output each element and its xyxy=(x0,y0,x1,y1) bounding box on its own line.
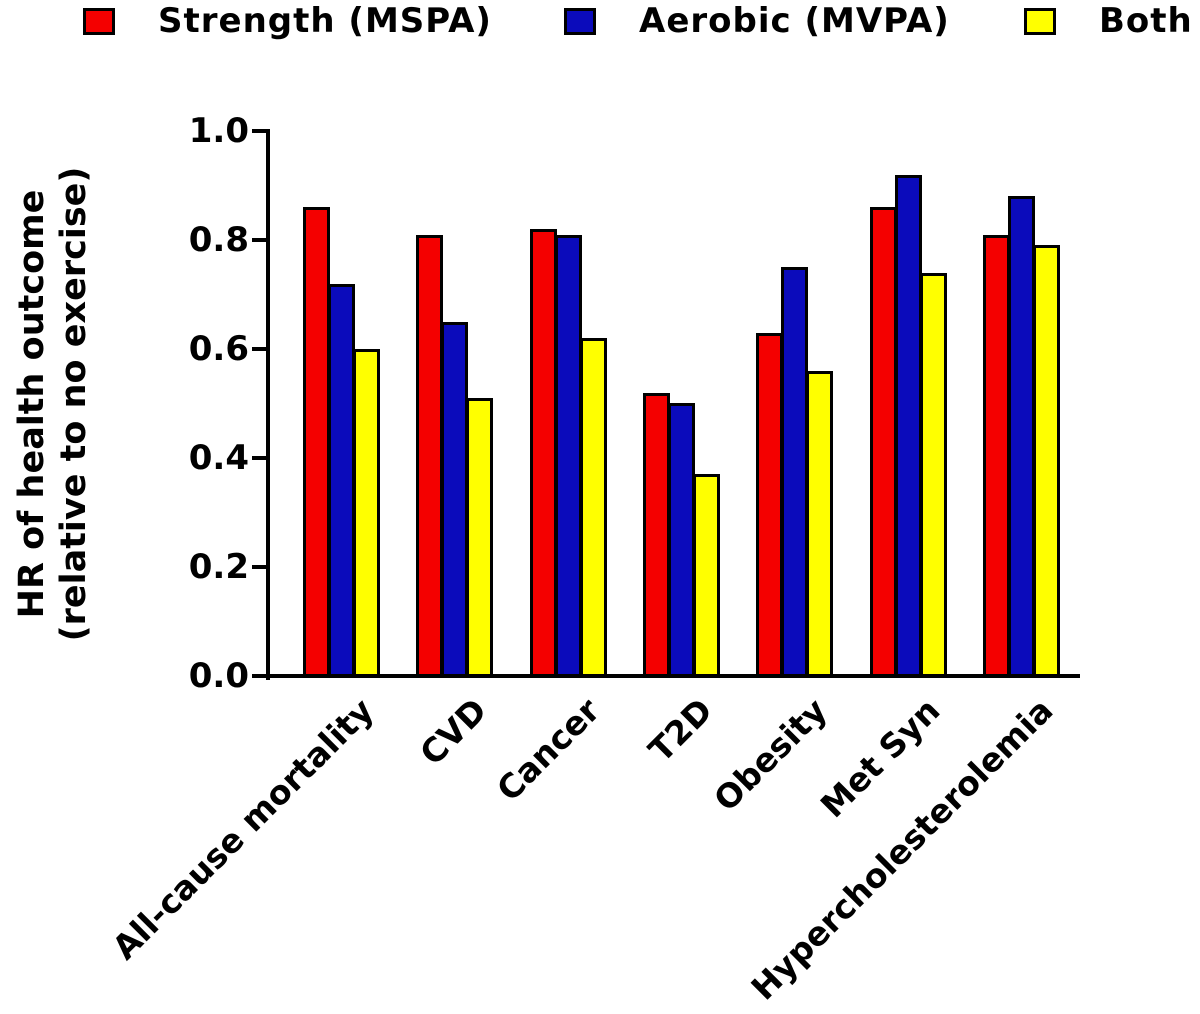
y-axis-line xyxy=(266,129,270,680)
y-tick xyxy=(252,456,266,460)
bar xyxy=(693,474,720,678)
x-category-label: CVD xyxy=(412,690,495,773)
bar xyxy=(303,207,330,678)
y-tick xyxy=(252,565,266,569)
bar xyxy=(806,371,833,678)
y-tick-label: 0.4 xyxy=(188,438,249,478)
bar xyxy=(643,393,670,678)
y-tick xyxy=(252,238,266,242)
y-tick-label: 0.0 xyxy=(188,656,249,696)
legend-swatch-strength xyxy=(83,7,115,35)
bar xyxy=(416,235,443,678)
legend-label-both: Both xyxy=(1099,1,1193,41)
legend-swatch-aerobic xyxy=(564,7,596,35)
y-axis-title-line2: (relative to no exercise) xyxy=(54,166,94,642)
bar xyxy=(353,349,380,678)
bar xyxy=(668,403,695,678)
bar xyxy=(1033,245,1060,678)
y-tick-label: 0.6 xyxy=(188,329,249,369)
x-axis-line xyxy=(266,674,1080,678)
legend-item-both: Both xyxy=(1024,2,1193,40)
legend-label-aerobic: Aerobic (MVPA) xyxy=(639,1,950,41)
y-tick xyxy=(252,129,266,133)
y-tick xyxy=(252,674,266,678)
bar xyxy=(555,235,582,678)
legend-label-strength: Strength (MSPA) xyxy=(158,1,492,41)
y-axis-title-line1: HR of health outcome xyxy=(12,189,52,619)
bar xyxy=(895,175,922,678)
y-tick-label: 1.0 xyxy=(188,111,249,151)
bar xyxy=(920,273,947,678)
x-category-label: All-cause mortality xyxy=(104,690,382,968)
bar xyxy=(870,207,897,678)
bar xyxy=(466,398,493,678)
legend-item-strength: Strength (MSPA) xyxy=(83,2,492,40)
bar xyxy=(983,235,1010,678)
bar xyxy=(756,333,783,678)
bar xyxy=(781,267,808,678)
x-category-label: T2D xyxy=(641,690,721,770)
y-axis-title: HR of health outcome (relative to no exe… xyxy=(11,167,95,642)
bar xyxy=(1008,196,1035,678)
bar xyxy=(441,322,468,678)
legend-item-aerobic: Aerobic (MVPA) xyxy=(564,2,950,40)
x-category-label: Cancer xyxy=(488,690,608,809)
y-tick xyxy=(252,347,266,351)
bar xyxy=(530,229,557,678)
legend-swatch-both xyxy=(1024,7,1056,35)
y-tick-label: 0.2 xyxy=(188,547,249,587)
y-tick-label: 0.8 xyxy=(188,220,249,260)
bar xyxy=(328,284,355,678)
bar xyxy=(580,338,607,678)
